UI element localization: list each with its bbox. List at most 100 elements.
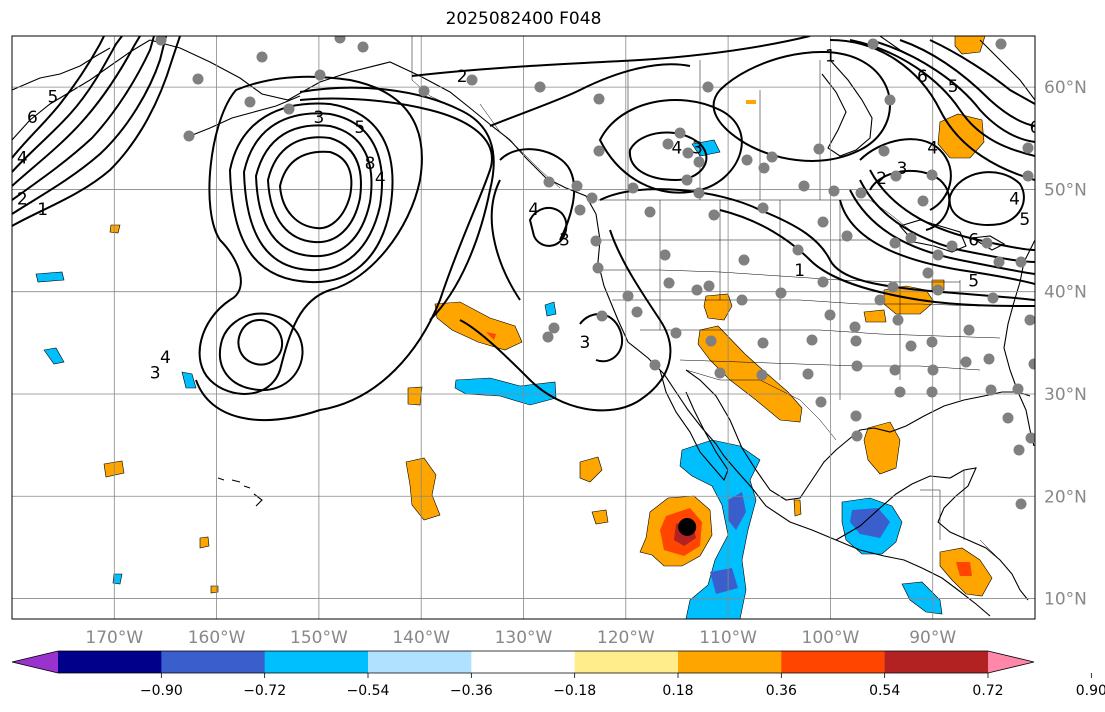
contour-label: 8	[365, 154, 376, 174]
contour-label: 6	[968, 231, 979, 251]
map-frame	[11, 35, 1036, 620]
station-markers	[155, 36, 1035, 510]
colorbar-swatch	[264, 651, 369, 673]
negative-anomaly-area	[43, 347, 65, 365]
contour-label: 3	[313, 108, 324, 128]
positive-anomaly-area	[793, 499, 802, 517]
lat-tick-label: 10°N	[1044, 590, 1087, 610]
positive-anomaly-area	[199, 536, 210, 549]
colorbar-swatch	[368, 651, 472, 673]
contour-label: 3	[559, 231, 570, 251]
contour-label: 1	[825, 46, 836, 66]
colorbar-tick-label: −0.90	[140, 683, 183, 699]
negative-anomaly-area	[181, 371, 197, 389]
colorbar-tick-label: 0.54	[869, 683, 900, 699]
latitude-tick-labels: 10°N 20°N 30°N 40°N 50°N 60°N	[1044, 78, 1087, 609]
negative-anomaly-area	[679, 439, 761, 619]
colorbar-swatch	[574, 651, 679, 673]
lat-tick-label: 50°N	[1044, 180, 1087, 200]
lon-tick-label: 120°W	[597, 628, 655, 648]
positive-anomaly-area	[405, 457, 441, 521]
lon-tick-label: 110°W	[699, 628, 757, 648]
contour-label: 6	[917, 67, 928, 87]
colorbar-tick-label: −0.18	[553, 683, 596, 699]
positive-anomaly-area	[486, 332, 496, 340]
contour-label: 3	[897, 159, 908, 179]
colorbar-swatch	[678, 651, 782, 673]
negative-anomaly-area	[901, 581, 943, 615]
contour-label: 2	[17, 190, 28, 210]
negative-anomaly-area	[112, 573, 123, 585]
lon-tick-label: 160°W	[188, 628, 246, 648]
contour-label: 3	[692, 139, 703, 159]
positive-anomaly-area	[746, 100, 756, 104]
colorbar-tick-label: 0.72	[972, 683, 1003, 699]
negative-anomaly-area	[35, 271, 65, 283]
colorbar-swatch	[58, 651, 162, 673]
contour-label: 3	[150, 364, 161, 384]
contour-label: 4	[160, 348, 171, 368]
contour-label: 5	[354, 118, 365, 138]
contour-label: 5	[48, 87, 59, 107]
colorbar-tick-label: 0.18	[662, 683, 693, 699]
negative-anomaly-area	[710, 568, 738, 594]
colorbar-extend-low	[12, 651, 58, 673]
colorbar-tick-label: −0.54	[347, 683, 390, 699]
lon-tick-label: 140°W	[392, 628, 450, 648]
positive-anomaly-area	[956, 562, 972, 576]
colorbar-swatch	[161, 651, 266, 673]
positive-anomaly-area	[863, 309, 887, 323]
contour-label: 4	[17, 149, 28, 169]
contour-label: 4	[528, 200, 539, 220]
lon-tick-label: 170°W	[85, 628, 143, 648]
colorbar-outline	[11, 650, 1035, 674]
negative-anomaly-area	[454, 377, 557, 406]
positive-anomaly-area	[109, 224, 121, 234]
positive-anomaly-area	[407, 386, 423, 406]
positive-anomaly-area	[954, 36, 986, 55]
positive-anomaly-area	[863, 421, 901, 475]
contour-label: 1	[794, 261, 805, 281]
lon-tick-label: 100°W	[802, 628, 860, 648]
lat-tick-label: 40°N	[1044, 283, 1087, 303]
colorbar-swatch	[884, 651, 989, 673]
contour-label: 4	[927, 139, 938, 159]
colorbar-extend-high	[988, 651, 1034, 673]
contour-label: 6	[27, 108, 38, 128]
negative-anomaly-area	[544, 301, 557, 317]
colorbar-swatch	[781, 651, 886, 673]
contour-label: 1	[37, 200, 48, 220]
contour-label: 4	[672, 139, 683, 159]
positive-anomaly-area	[697, 325, 803, 423]
negative-anomaly-area	[728, 492, 746, 530]
colorbar: −0.90 −0.72 −0.54 −0.36 −0.18 0.18 0.36 0.54 0.7…	[11, 650, 1105, 699]
storm-center-marker	[678, 517, 697, 536]
lon-tick-label: 130°W	[495, 628, 553, 648]
colorbar-tick-label: −0.72	[243, 683, 286, 699]
positive-anomaly-area	[434, 301, 523, 351]
anomaly-shading	[35, 36, 993, 619]
colorbar-tick-label: 0.36	[766, 683, 797, 699]
contour-label: 3	[579, 333, 590, 353]
positive-anomaly-area	[579, 456, 603, 483]
negative-anomaly-area	[850, 508, 890, 538]
lat-tick-label: 20°N	[1044, 487, 1087, 507]
contour-label: 4	[375, 169, 386, 189]
colorbar-swatch	[471, 651, 576, 673]
contour-label: 5	[948, 77, 959, 97]
positive-anomaly-area	[591, 509, 609, 525]
contour-label: 6	[1030, 118, 1041, 138]
contour-label: 5	[1019, 210, 1030, 230]
contour-label: 2	[457, 67, 468, 87]
lon-tick-label: 150°W	[290, 628, 348, 648]
map-title: 2025082400 F048	[445, 9, 602, 29]
longitude-tick-labels: 170°W 160°W 150°W 140°W 130°W 120°W 110°W 100°W…	[85, 628, 956, 648]
lat-tick-label: 30°N	[1044, 385, 1087, 405]
contour-label: 5	[968, 271, 979, 291]
lon-tick-label: 90°W	[909, 628, 956, 648]
colorbar-tick-label: 0.90	[1076, 683, 1105, 699]
lat-tick-label: 60°N	[1044, 78, 1087, 98]
